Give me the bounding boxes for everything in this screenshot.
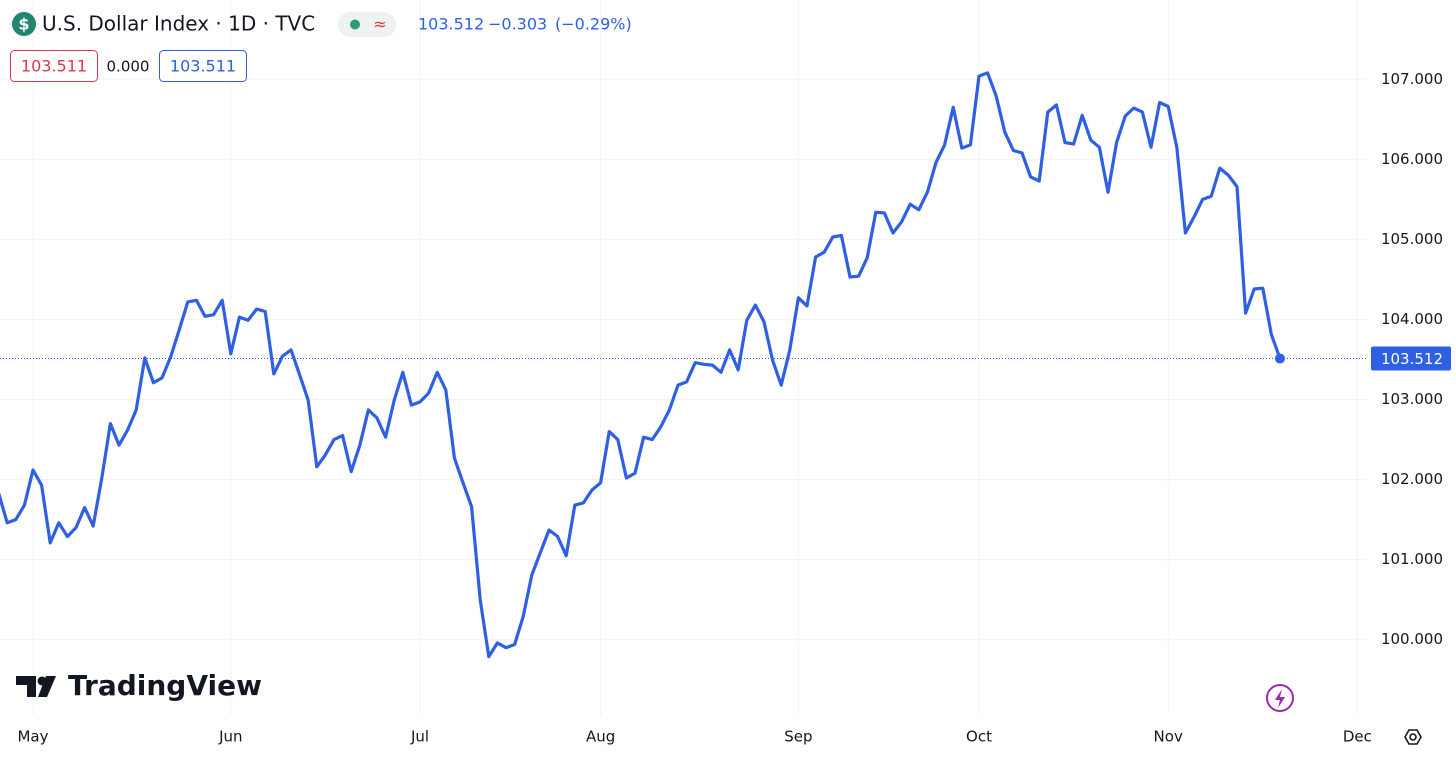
x-tick-label: May	[17, 728, 48, 746]
x-tick-label: Dec	[1343, 728, 1372, 746]
brand-logo-dot	[37, 676, 47, 686]
price-line	[0, 71, 1282, 659]
last-price-box	[1371, 346, 1451, 371]
header-last: 103.512	[418, 15, 484, 34]
y-tick-label: 103.000	[1381, 390, 1443, 408]
y-tick-label: 104.000	[1381, 310, 1443, 328]
status-pill[interactable]	[338, 12, 396, 37]
y-tick-label: 105.000	[1381, 230, 1443, 248]
grid	[0, 0, 1366, 715]
last-price-label: 103.512	[1381, 350, 1443, 368]
symbol-icon-glyph: $	[18, 15, 29, 34]
header-change: −0.303	[488, 15, 547, 34]
settings-icon[interactable]	[1404, 729, 1422, 745]
settings-icon-center	[1409, 733, 1417, 741]
x-tick-label: Jul	[410, 728, 429, 746]
plot	[0, 71, 1285, 659]
y-tick-label: 101.000	[1381, 550, 1443, 568]
flash-icon[interactable]	[1266, 684, 1294, 712]
flash-glyph	[1275, 689, 1285, 708]
y-tick-label: 102.000	[1381, 470, 1443, 488]
sell-price: 103.511	[21, 57, 87, 76]
x-tick-label: Jun	[218, 728, 242, 746]
x-tick-label: Aug	[586, 728, 615, 746]
status-icon: ≈	[373, 15, 386, 34]
y-tick-label: 100.000	[1381, 630, 1443, 648]
header-change-pct: (−0.29%)	[555, 15, 632, 34]
buy-price: 103.511	[170, 57, 236, 76]
spread: 0.000	[107, 58, 150, 76]
chart-title: U.S. Dollar Index · 1D · TVC	[42, 12, 315, 36]
symbol-icon	[12, 12, 36, 36]
buy-badge[interactable]	[159, 50, 247, 82]
sell-badge[interactable]	[10, 50, 98, 82]
brand-name: TradingView	[68, 669, 262, 702]
x-tick-label: Oct	[966, 728, 992, 746]
x-tick-label: Sep	[784, 728, 812, 746]
status-dot	[350, 19, 360, 30]
y-tick-label: 107.000	[1381, 70, 1443, 88]
x-tick-label: Nov	[1154, 728, 1183, 746]
last-point	[1275, 353, 1285, 364]
y-tick-label: 106.000	[1381, 150, 1443, 168]
